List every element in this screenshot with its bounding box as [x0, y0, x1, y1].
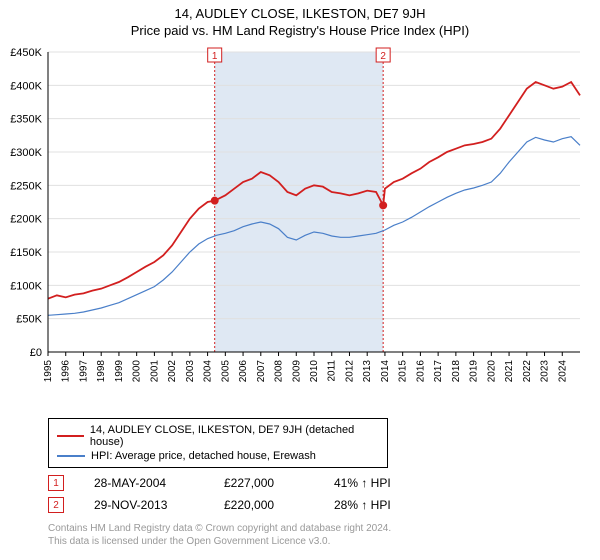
legend-label-1: 14, AUDLEY CLOSE, ILKESTON, DE7 9JH (det… — [90, 424, 379, 448]
svg-text:£200K: £200K — [10, 214, 42, 226]
legend-row: HPI: Average price, detached house, Erew… — [57, 449, 379, 463]
sale-row: 1 28-MAY-2004 £227,000 41% ↑ HPI — [48, 472, 580, 494]
footnote: Contains HM Land Registry data © Crown c… — [48, 522, 580, 548]
legend-label-2: HPI: Average price, detached house, Erew… — [91, 450, 316, 462]
sale-price: £220,000 — [224, 498, 304, 512]
svg-text:2008: 2008 — [274, 360, 285, 383]
svg-text:1995: 1995 — [43, 360, 54, 383]
svg-text:2014: 2014 — [380, 360, 391, 383]
line-chart: £0 £50K £100K £150K £200K £250K £300K £350K £400… — [0, 42, 600, 412]
svg-text:2009: 2009 — [291, 360, 302, 383]
sale-marker: 1 — [48, 475, 64, 491]
svg-text:2003: 2003 — [185, 360, 196, 383]
svg-text:2022: 2022 — [522, 360, 533, 383]
svg-text:1: 1 — [212, 51, 218, 62]
svg-text:2001: 2001 — [149, 360, 160, 383]
sale-date: 28-MAY-2004 — [94, 476, 194, 490]
svg-text:2017: 2017 — [433, 360, 444, 383]
sale-hpi: 28% ↑ HPI — [334, 498, 414, 512]
svg-text:2016: 2016 — [415, 360, 426, 383]
page-title: 14, AUDLEY CLOSE, ILKESTON, DE7 9JH — [0, 0, 600, 21]
svg-text:2012: 2012 — [344, 360, 355, 383]
svg-text:£150K: £150K — [10, 247, 42, 259]
svg-text:1996: 1996 — [61, 360, 72, 383]
legend-swatch-1 — [57, 435, 84, 437]
svg-text:1998: 1998 — [96, 360, 107, 383]
footnote-line-2: This data is licensed under the Open Gov… — [48, 535, 580, 548]
svg-text:2005: 2005 — [220, 360, 231, 383]
svg-text:2: 2 — [380, 51, 386, 62]
svg-text:2024: 2024 — [557, 360, 568, 383]
svg-text:2019: 2019 — [469, 360, 480, 383]
svg-text:£350K: £350K — [10, 114, 42, 126]
svg-text:2010: 2010 — [309, 360, 320, 383]
svg-text:2018: 2018 — [451, 360, 462, 383]
svg-text:2021: 2021 — [504, 360, 515, 383]
footnote-line-1: Contains HM Land Registry data © Crown c… — [48, 522, 580, 535]
sale-list: 1 28-MAY-2004 £227,000 41% ↑ HPI 2 29-NOV-201… — [48, 472, 580, 516]
sale-hpi: 41% ↑ HPI — [334, 476, 414, 490]
svg-text:2007: 2007 — [256, 360, 267, 383]
svg-text:£0: £0 — [30, 347, 42, 359]
svg-text:2000: 2000 — [132, 360, 143, 383]
svg-text:£400K: £400K — [10, 80, 42, 92]
svg-text:2006: 2006 — [238, 360, 249, 383]
svg-text:2011: 2011 — [327, 360, 338, 382]
legend-row: 14, AUDLEY CLOSE, ILKESTON, DE7 9JH (det… — [57, 423, 379, 449]
svg-text:2015: 2015 — [398, 360, 409, 383]
svg-text:1999: 1999 — [114, 360, 125, 383]
svg-text:1997: 1997 — [78, 360, 89, 383]
sale-marker: 2 — [48, 497, 64, 513]
legend-swatch-2 — [57, 455, 85, 457]
svg-text:£50K: £50K — [16, 314, 42, 326]
legend: 14, AUDLEY CLOSE, ILKESTON, DE7 9JH (det… — [48, 418, 388, 468]
sale-price: £227,000 — [224, 476, 304, 490]
svg-text:2002: 2002 — [167, 360, 178, 383]
svg-text:2023: 2023 — [540, 360, 551, 383]
svg-text:2013: 2013 — [362, 360, 373, 383]
sale-row: 2 29-NOV-2013 £220,000 28% ↑ HPI — [48, 494, 580, 516]
svg-text:2004: 2004 — [203, 360, 214, 383]
sale-date: 29-NOV-2013 — [94, 498, 194, 512]
chart-area: £0 £50K £100K £150K £200K £250K £300K £350K £400… — [0, 42, 600, 412]
svg-text:£450K: £450K — [10, 47, 42, 59]
svg-text:£300K: £300K — [10, 147, 42, 159]
svg-text:£100K: £100K — [10, 280, 42, 292]
svg-text:£250K: £250K — [10, 180, 42, 192]
page-subtitle: Price paid vs. HM Land Registry's House … — [0, 21, 600, 42]
svg-text:2020: 2020 — [486, 360, 497, 383]
